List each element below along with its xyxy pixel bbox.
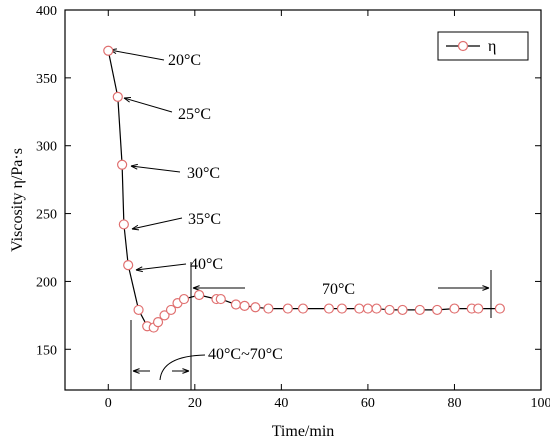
data-point — [152, 317, 164, 328]
x-tick-label: 80 — [447, 396, 461, 411]
ann-temp-4-head — [135, 266, 143, 273]
range-heat-right-head — [182, 368, 190, 374]
annotation-40-70c: 40°C~70°C — [208, 346, 283, 363]
data-point — [250, 302, 261, 313]
data-point — [215, 293, 226, 305]
y-tick-label: 250 — [36, 208, 57, 223]
legend-marker — [457, 40, 469, 52]
annotation-temp-label: 40°C — [190, 256, 223, 273]
data-point — [239, 300, 250, 311]
data-point — [384, 304, 395, 316]
plot-frame — [64, 9, 542, 391]
data-point — [230, 299, 242, 310]
ann-temp-1-head — [123, 97, 132, 103]
y-tick-label: 350 — [36, 72, 57, 87]
x-tick-label: 40 — [274, 396, 288, 411]
ann-temp-3-head — [131, 224, 140, 231]
series-eta — [103, 45, 505, 333]
legend: η — [437, 31, 529, 61]
data-point — [133, 304, 144, 316]
ann-temp-3-line — [131, 217, 183, 230]
data-point — [449, 303, 460, 314]
series-line — [107, 50, 500, 329]
data-point — [263, 303, 274, 314]
y-tick-label: 300 — [36, 140, 57, 155]
annotations: 20°C 25°C 30°C 35°C 40°C 70°C 40°C~70°C — [109, 48, 492, 390]
data-point — [194, 289, 205, 301]
x-axis: 0 20 40 60 80 100 — [105, 10, 550, 411]
data-point — [103, 45, 114, 56]
ann-temp-1-line — [123, 97, 173, 113]
data-point — [117, 159, 128, 170]
data-point — [494, 303, 505, 314]
ann-temp-2-line — [130, 165, 181, 173]
data-point — [362, 303, 374, 314]
annotation-temp-label: 35°C — [188, 211, 221, 228]
data-point — [323, 303, 335, 314]
x-tick-label: 100 — [531, 396, 550, 411]
data-point — [432, 304, 443, 316]
data-point — [297, 303, 309, 314]
y-axis: 150 200 250 300 350 400 — [36, 4, 541, 358]
data-point — [159, 310, 170, 321]
annotation-temp-label: 30°C — [187, 165, 220, 182]
data-point — [165, 304, 177, 316]
data-point — [282, 303, 293, 314]
ann-temp-2-head — [130, 163, 138, 170]
data-point — [397, 304, 408, 316]
data-point — [371, 303, 382, 314]
annotation-temp-label: 20°C — [168, 52, 201, 69]
legend-label: η — [488, 38, 496, 55]
x-tick-label: 20 — [188, 396, 202, 411]
annotation-temp-label: 25°C — [178, 106, 211, 123]
y-tick-label: 400 — [36, 4, 57, 19]
data-point — [112, 91, 123, 102]
data-point — [123, 260, 134, 271]
ann-temp-0-line — [109, 49, 165, 61]
data-point — [473, 303, 484, 314]
y-tick-label: 150 — [36, 343, 57, 358]
annotation-70c: 70°C — [322, 281, 355, 298]
x-axis-title: Time/min — [272, 423, 335, 440]
range-heat-leader — [159, 354, 206, 381]
data-point — [354, 303, 365, 314]
data-point — [414, 304, 425, 316]
x-tick-label: 60 — [361, 396, 375, 411]
range-70-right-head — [482, 285, 490, 291]
range-heat-left-head — [132, 368, 140, 374]
x-tick-label: 0 — [105, 396, 112, 411]
data-point — [336, 303, 348, 314]
y-tick-label: 200 — [36, 275, 57, 290]
y-axis-title: Viscosity η/Pa·s — [9, 148, 26, 252]
ann-temp-4-line — [135, 263, 187, 271]
data-point — [178, 293, 190, 305]
data-point — [118, 219, 129, 230]
